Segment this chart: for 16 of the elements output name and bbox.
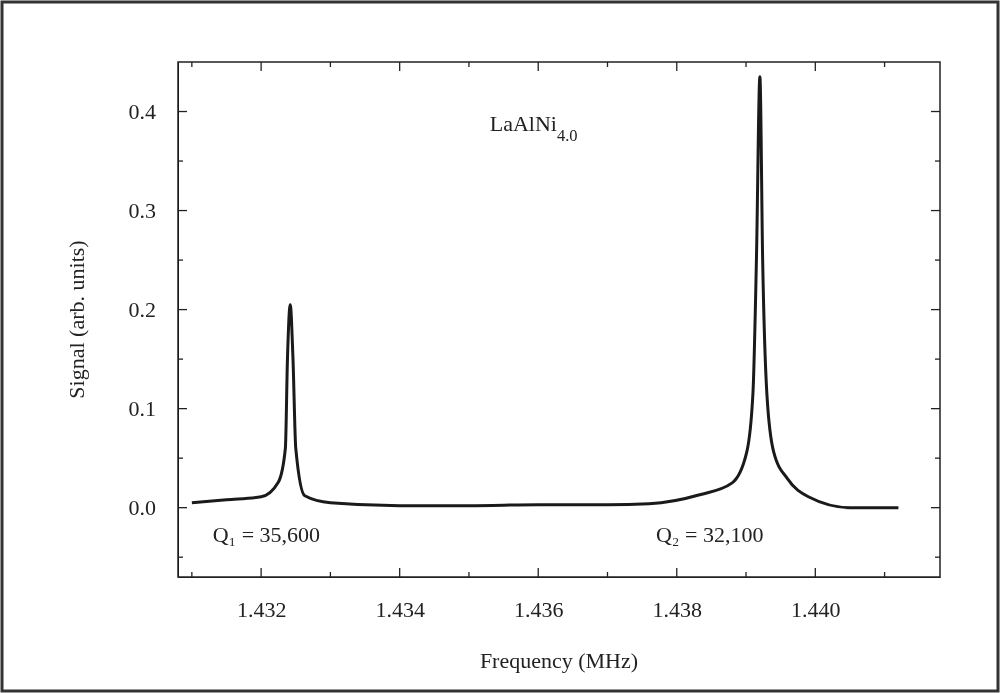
y-axis-title: Signal (arb. units)	[64, 240, 89, 399]
x-tick-label: 1.440	[791, 596, 841, 622]
annotation: Q₂ = 32,100	[655, 522, 764, 548]
y-tick-label: 0.3	[128, 198, 156, 224]
line-series	[190, 75, 900, 510]
annotation: Q₁ = 35,600	[212, 522, 321, 548]
y-tick-label: 0.2	[128, 297, 156, 323]
x-tick-label: 1.432	[236, 596, 287, 622]
y-tick-label: 0.1	[128, 396, 156, 422]
y-tick-label: 0.0	[128, 495, 156, 521]
x-axis-title: Frequency (MHz)	[479, 648, 639, 673]
annotation: LaAlNi$_{4.0}$	[489, 111, 578, 145]
x-tick-label: 1.436	[513, 596, 564, 622]
y-tick-label: 0.4	[128, 99, 156, 125]
x-tick-label: 1.438	[652, 596, 703, 622]
x-tick-label: 1.434	[375, 596, 425, 622]
